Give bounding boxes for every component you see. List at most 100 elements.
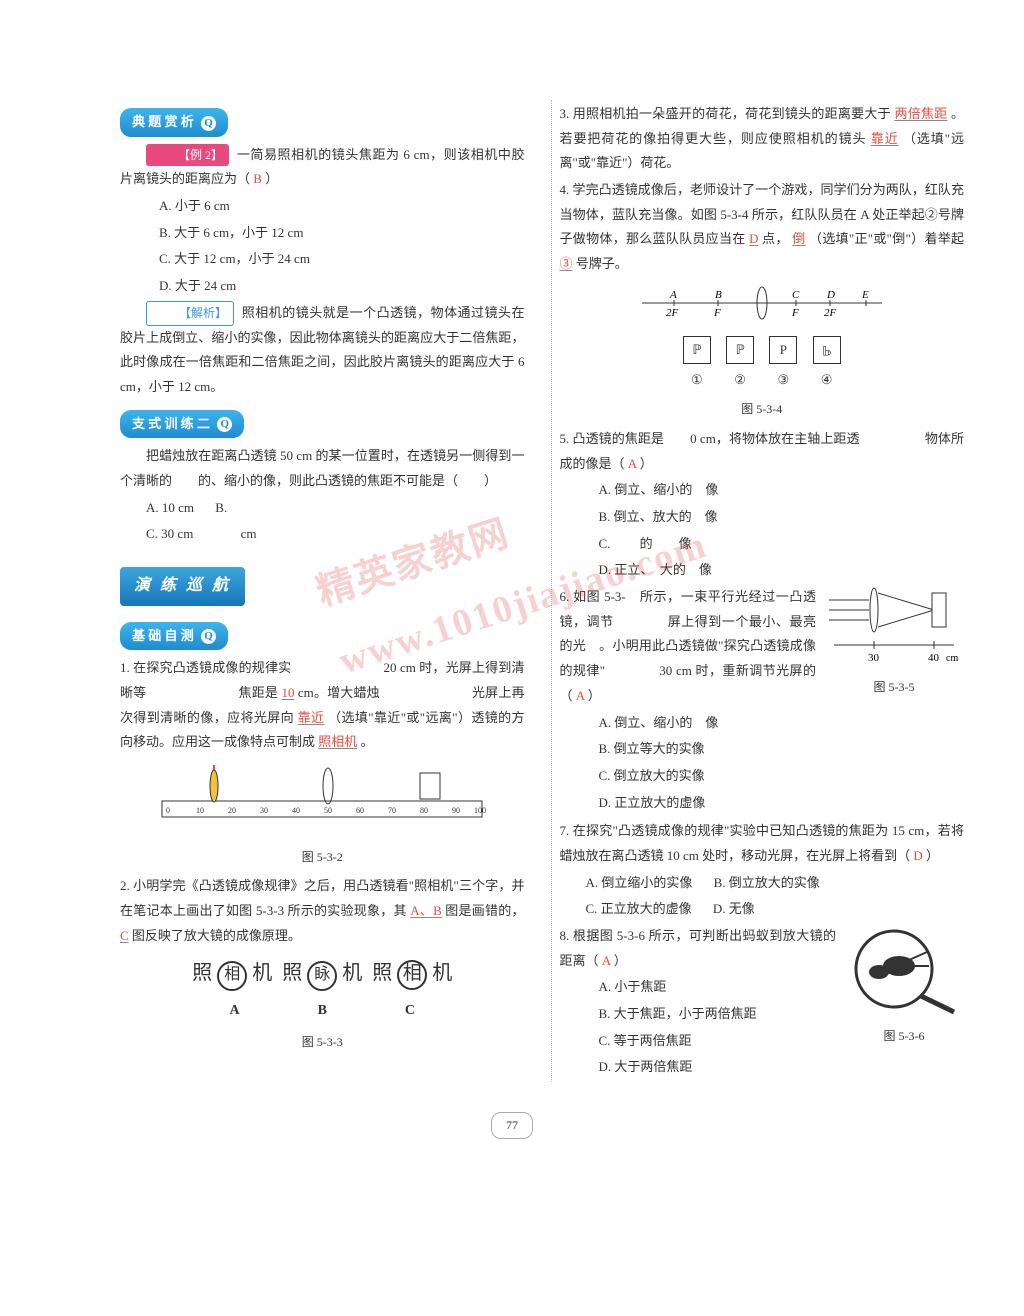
svg-text:90: 90 (452, 806, 460, 815)
svg-text:10: 10 (196, 806, 204, 815)
q5: 5. 凸透镜的焦距是 0 cm，将物体放在主轴上距透 物体所成的像是（ A ） (560, 427, 965, 476)
bianshi-opt-d: cm (215, 526, 257, 541)
q6-opt-c: C. 倒立放大的实像 (560, 764, 965, 789)
analysis-para: 【解析】 照相机的镜头就是一个凸透镜，物体通过镜头在胶片上成倒立、缩小的实像，因… (120, 301, 525, 400)
q7-opts-row1: A. 倒立缩小的实像 B. 倒立放大的实像 (560, 871, 965, 896)
q2c: 照 相 机 (372, 954, 452, 992)
q2c-in: 相 (397, 960, 427, 990)
q4-ans3: ③ (560, 256, 573, 271)
q2: 2. 小明学完《凸透镜成像规律》之后，用凸透镜看"照相机"三个字，并在笔记本上画… (120, 874, 525, 948)
magnifier-icon: Q (217, 417, 232, 432)
svg-text:0: 0 (166, 806, 170, 815)
q7: 7. 在探究"凸透镜成像的规律"实验中已知凸透镜的焦距为 15 cm，若将蜡烛放… (560, 819, 965, 868)
q2-labels: A B C (120, 998, 525, 1025)
q4-axis-svg: AB CDE 2FF F2F (632, 283, 892, 323)
q2a-pre: 照 (192, 962, 212, 984)
q5-opt-d: D. 正立、 大的 像 (560, 558, 965, 583)
fig-5-3-6: 图 5-3-6 (844, 924, 964, 1053)
q4-n2: ② (720, 368, 760, 393)
fig535-caption: 图 5-3-5 (824, 676, 964, 699)
q3: 3. 用照相机拍一朵盛开的荷花，荷花到镜头的距离要大于 两倍焦距 。若要把荷花的… (560, 102, 965, 176)
q6-opt-a: A. 倒立、缩小的 像 (560, 711, 965, 736)
page-wrapper: 精英家教网 www.1010jiajiao.com 典 题 赏 析 Q 【例 2… (0, 0, 1024, 1139)
q7-text-b: ） (926, 848, 939, 863)
svg-text:F: F (713, 307, 721, 319)
svg-text:20: 20 (228, 806, 236, 815)
ex2-opt-d: D. 大于 24 cm (120, 274, 525, 299)
q2c-post: 机 (432, 962, 452, 984)
q4-n4: ④ (807, 368, 847, 393)
q6-ans: A (576, 688, 585, 703)
q4-text-c: （选填"正"或"倒"）着举起 (809, 231, 964, 246)
q2b-pre: 照 (282, 962, 302, 984)
svg-text:E: E (861, 289, 869, 301)
q1-ans1: 10 (281, 685, 294, 700)
page-number: 77 (491, 1112, 533, 1139)
q4-box1: ℙ (683, 336, 711, 364)
page-number-box: 77 (0, 1112, 1024, 1139)
bianshi-stem: 把蜡烛放在距离凸透镜 50 cm 的某一位置时，在透镜另一侧得到一个清晰的 的、… (120, 444, 525, 493)
ribbon-yanlian: 演 练 巡 航 (120, 549, 525, 613)
q5-text-b: ） (640, 456, 653, 471)
example2-answer: B (253, 171, 262, 186)
q2-text-b: 图是画错的， (445, 903, 524, 918)
q1-ans3: 照相机 (318, 734, 357, 749)
bianshi-opt-a: A. 10 cm (146, 500, 194, 515)
q4-box3: P (769, 336, 797, 364)
fig533-caption: 图 5-3-3 (120, 1031, 525, 1054)
svg-text:30: 30 (868, 652, 880, 664)
q4: 4. 学完凸透镜成像后，老师设计了一个游戏，同学们分为两队，红队充当物体，蓝队充… (560, 178, 965, 277)
fig532-caption: 图 5-3-2 (120, 846, 525, 869)
svg-text:30: 30 (260, 806, 268, 815)
badge-jichu-label: 基 础 自 测 (132, 628, 194, 643)
analysis-tag: 【解析】 (146, 301, 234, 326)
q4-text-d: 号牌子。 (576, 256, 628, 271)
page-columns: 典 题 赏 析 Q 【例 2】 一简易照相机的镜头焦距为 6 cm，则该相机中胶… (0, 0, 1024, 1102)
example2-stem: 【例 2】 一简易照相机的镜头焦距为 6 cm，则该相机中胶片离镜头的距离应为（… (120, 143, 525, 192)
fig534-caption: 图 5-3-4 (560, 398, 965, 421)
q4-box2: ℙ (726, 336, 754, 364)
q8-svg (849, 924, 959, 1014)
q2c-pre: 照 (372, 962, 392, 984)
svg-text:2F: 2F (666, 307, 679, 319)
q7-opt-a: A. 倒立缩小的实像 (586, 875, 693, 890)
fig-5-3-4: AB CDE 2FF F2F ℙ ℙ P ℙ ① ② (560, 283, 965, 392)
q2a: 照 相 机 (192, 954, 272, 992)
q4-n3: ③ (763, 368, 803, 393)
svg-text:100: 100 (474, 806, 486, 815)
magnifier-icon: Q (201, 116, 216, 131)
bianshi-opts-row1: A. 10 cm B. (120, 496, 525, 521)
fig536-caption: 图 5-3-6 (844, 1025, 964, 1048)
q2-figures: 照 相 机 照 眿 机 照 相 机 (120, 954, 525, 992)
svg-text:70: 70 (388, 806, 396, 815)
q2a-label: A (229, 998, 239, 1025)
q5-text-a: 5. 凸透镜的焦距是 0 cm，将物体放在主轴上距透 物体所成的像是（ (560, 431, 965, 471)
ex2-opt-a: A. 小于 6 cm (120, 194, 525, 219)
q7-opts-row2: C. 正立放大的虚像 D. 无像 (560, 897, 965, 922)
q7-opt-c: C. 正立放大的虚像 (586, 901, 692, 916)
q4-boxes: ℙ ℙ P ℙ (560, 336, 965, 364)
svg-text:B: B (715, 289, 722, 301)
badge-bianshi-label: 支 式 训 练 二 (132, 416, 210, 431)
svg-text:F: F (791, 307, 799, 319)
example-tag: 【例 2】 (146, 144, 229, 167)
svg-text:40: 40 (928, 652, 940, 664)
q4-text-b: 点， (762, 231, 789, 246)
q2b: 照 眿 机 (282, 954, 362, 992)
q4-ans2: 倒 (792, 231, 805, 246)
q8-ans: A (602, 953, 611, 968)
q5-opt-a: A. 倒立、缩小的 像 (560, 478, 965, 503)
left-column: 典 题 赏 析 Q 【例 2】 一简易照相机的镜头焦距为 6 cm，则该相机中胶… (120, 100, 533, 1082)
ribbon-yanlian-label: 演 练 巡 航 (120, 567, 245, 605)
q6-svg: 30 40 cm (824, 585, 964, 665)
ex2-opt-b: B. 大于 6 cm，小于 12 cm (120, 221, 525, 246)
q2a-post: 机 (252, 962, 272, 984)
badge-bianshi: 支 式 训 练 二 Q (120, 402, 525, 443)
q7-opt-d: D. 无像 (713, 901, 755, 916)
svg-text:D: D (826, 289, 835, 301)
q2a-in: 相 (217, 961, 247, 991)
badge-jichu: 基 础 自 测 Q (120, 614, 525, 655)
q2c-label: C (405, 998, 415, 1025)
magnifier-icon: Q (201, 629, 216, 644)
bianshi-opt-c: C. 30 cm (146, 526, 193, 541)
